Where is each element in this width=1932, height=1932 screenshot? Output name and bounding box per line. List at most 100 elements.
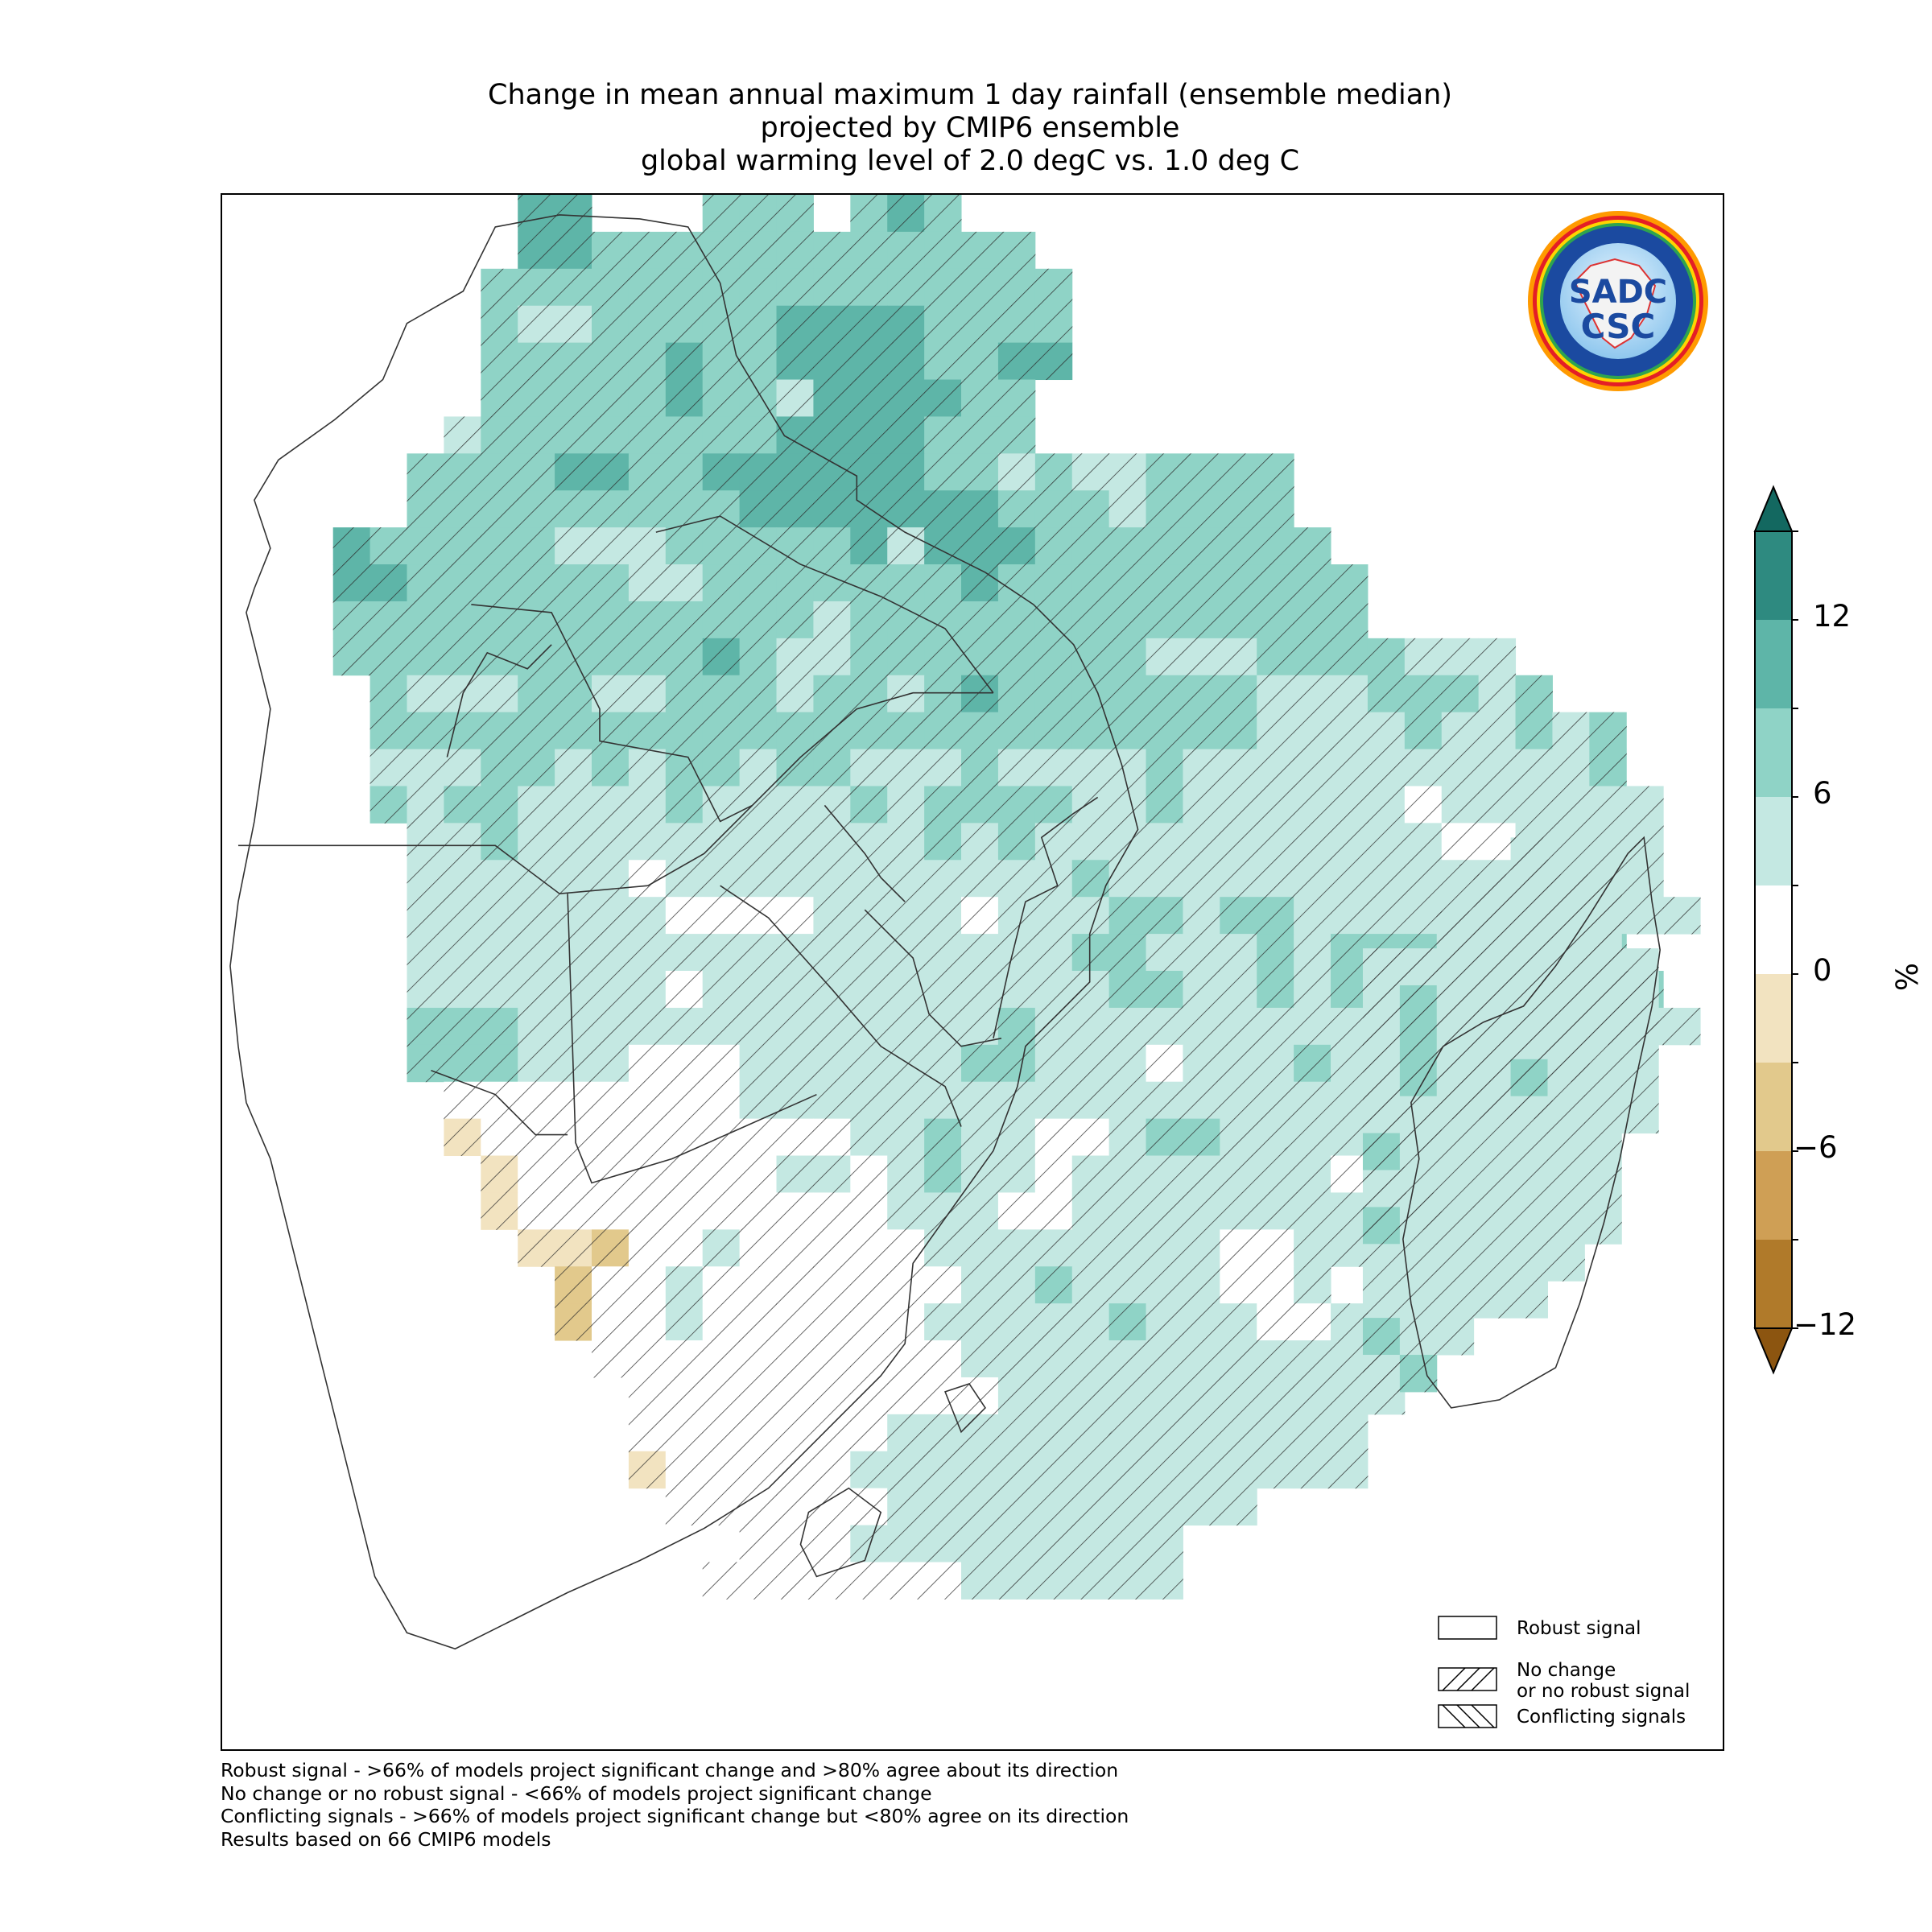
mainland-hatch	[1294, 1266, 1331, 1304]
mainland-hatch	[924, 1192, 962, 1230]
colorbar-over-extension	[1753, 485, 1794, 532]
mainland-hatch	[1478, 675, 1517, 713]
mainland-hatch	[628, 1155, 667, 1193]
mainland-hatch	[924, 379, 962, 417]
colorbar-tick-neg12: −12	[1794, 1307, 1857, 1342]
mainland-hatch	[1257, 527, 1294, 565]
mainland-hatch	[518, 416, 555, 454]
mainland-hatch	[628, 342, 667, 381]
mainland-hatch	[592, 342, 630, 381]
mainland-hatch	[887, 1414, 925, 1452]
mainland-hatch	[887, 195, 925, 233]
mainland-hatch	[924, 934, 962, 972]
mainland-hatch	[1515, 712, 1553, 750]
mainland-hatch	[1146, 490, 1183, 528]
mainland-hatch	[997, 1044, 1036, 1083]
mainland-hatch	[665, 1266, 704, 1304]
mainland-hatch	[961, 1340, 999, 1378]
mainland-hatch	[739, 268, 778, 307]
mainland-hatch	[813, 1229, 851, 1267]
mainland-hatch	[887, 601, 925, 639]
mainland-hatch	[444, 934, 481, 972]
mainland-hatch	[1220, 453, 1257, 491]
mainland-hatch	[628, 1229, 667, 1267]
mainland-hatch	[887, 860, 925, 898]
mainland-hatch	[887, 1488, 925, 1526]
mainland-hatch	[924, 1007, 962, 1046]
mainland-hatch	[1331, 564, 1368, 602]
mainland-hatch	[628, 231, 667, 270]
mainland-hatch	[1220, 1414, 1257, 1452]
mainland-hatch	[997, 786, 1036, 824]
mainland-hatch	[776, 1155, 814, 1193]
border-7	[720, 885, 962, 1127]
mainland-hatch	[665, 601, 704, 639]
mainland-hatch	[850, 934, 888, 972]
mainland-hatch	[1589, 786, 1627, 824]
mainland-hatch	[1331, 638, 1368, 676]
mainland-hatch	[332, 638, 371, 676]
mainland-hatch	[1071, 601, 1110, 639]
mainland-hatch	[1294, 638, 1331, 676]
colorbar-frame	[1754, 530, 1793, 1329]
mainland-hatch	[1071, 638, 1110, 676]
mainland-hatch	[628, 1044, 667, 1083]
madagascar-hatch	[1362, 1281, 1401, 1319]
mainland-hatch	[592, 971, 630, 1009]
mainland-hatch	[592, 1229, 630, 1267]
mainland-hatch	[518, 934, 555, 972]
mainland-hatch	[1331, 1044, 1368, 1083]
mainland-hatch	[1331, 860, 1368, 898]
mainland-hatch	[592, 1044, 630, 1083]
mainland-hatch	[850, 1562, 888, 1600]
mainland-hatch	[961, 971, 999, 1009]
madagascar-hatch	[1510, 1096, 1548, 1134]
mainland-hatch	[628, 1266, 667, 1304]
mainland-hatch	[1367, 638, 1406, 676]
mainland-hatch	[924, 1229, 962, 1267]
mainland-hatch	[1331, 675, 1368, 713]
mainland-hatch	[924, 971, 962, 1009]
mainland-hatch	[407, 527, 444, 565]
mainland-hatch	[776, 712, 814, 750]
mainland-hatch	[887, 675, 925, 713]
mainland-hatch	[592, 1340, 630, 1378]
colorbar-segment	[1755, 1063, 1792, 1151]
mainland-hatch	[997, 823, 1036, 861]
mainland-hatch	[813, 342, 851, 381]
mainland-hatch	[1478, 638, 1517, 676]
mainland-hatch	[1183, 638, 1220, 676]
mainland-hatch	[1294, 934, 1331, 972]
mainland-hatch	[481, 564, 518, 602]
mainland-hatch	[1034, 638, 1073, 676]
coastline-mainland	[229, 214, 1139, 1650]
mainland-hatch	[628, 1192, 667, 1230]
mainland-hatch	[592, 823, 630, 861]
mainland-hatch	[481, 1118, 518, 1157]
mainland-hatch	[887, 638, 925, 676]
mainland-hatch	[1071, 934, 1110, 972]
mainland-hatch	[1071, 1081, 1110, 1120]
mainland-hatch	[444, 786, 481, 824]
madagascar-hatch	[1621, 1022, 1659, 1060]
mainland-hatch	[1257, 1340, 1294, 1378]
mainland-hatch	[1071, 1303, 1110, 1341]
mainland-hatch	[1108, 897, 1147, 935]
mainland-hatch	[924, 564, 962, 602]
mainland-hatch	[665, 1044, 704, 1083]
mainland-hatch	[1183, 1451, 1220, 1489]
mainland-hatch	[702, 675, 741, 713]
mainland-hatch	[1404, 675, 1443, 713]
mainland-hatch	[739, 712, 778, 750]
mainland-hatch	[776, 1118, 814, 1157]
mainland-hatch	[1220, 1192, 1257, 1230]
mainland-hatch	[518, 379, 555, 417]
mainland-hatch	[1515, 749, 1553, 786]
mainland-hatch	[481, 1155, 518, 1193]
mainland-hatch	[776, 786, 814, 824]
mainland-hatch	[1146, 453, 1183, 491]
mainland-hatch	[1404, 823, 1443, 861]
mainland-hatch	[555, 675, 592, 713]
mainland-hatch	[628, 601, 667, 639]
mainland-hatch	[1034, 268, 1073, 307]
